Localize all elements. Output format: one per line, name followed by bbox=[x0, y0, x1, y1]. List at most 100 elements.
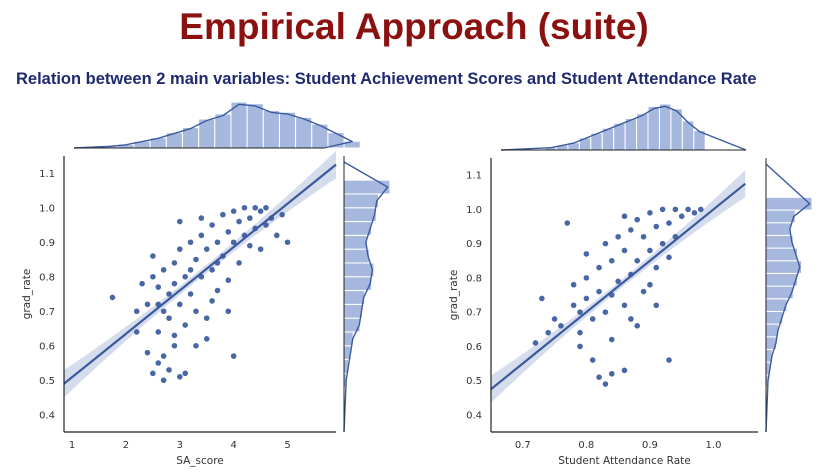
x-tick-label: 0.7 bbox=[515, 440, 531, 451]
top-hist-bar bbox=[246, 103, 264, 149]
x-tick-label: 0.9 bbox=[642, 440, 658, 451]
scatter-point bbox=[615, 278, 621, 285]
y-tick-label: 0.7 bbox=[39, 307, 55, 318]
scatter-point bbox=[109, 294, 116, 301]
scatter-point bbox=[583, 251, 590, 257]
scatter-point bbox=[602, 240, 609, 247]
scatter-point bbox=[596, 288, 602, 295]
scatter-point bbox=[214, 239, 221, 246]
scatter-point bbox=[577, 343, 583, 350]
right-hist-bar bbox=[343, 303, 363, 319]
scatter-point bbox=[647, 281, 653, 288]
slide-subtitle: Relation between 2 main variables: Stude… bbox=[16, 70, 757, 88]
x-tick-label: 1.0 bbox=[706, 440, 722, 451]
scatter-point bbox=[160, 267, 167, 273]
scatter-point bbox=[209, 222, 215, 228]
right-marginal-histogram bbox=[765, 158, 813, 433]
scatter-point bbox=[666, 357, 672, 363]
scatter-point bbox=[139, 280, 145, 287]
y-tick-label: 0.8 bbox=[466, 273, 482, 284]
scatter-point bbox=[171, 260, 178, 266]
y-tick-label: 0.8 bbox=[39, 272, 55, 283]
scatter-point bbox=[608, 336, 615, 343]
scatter-point bbox=[150, 370, 156, 377]
scatter-point bbox=[160, 353, 167, 359]
scatter-point bbox=[570, 281, 577, 288]
scatter-point bbox=[697, 206, 704, 213]
right-hist-bar bbox=[343, 248, 370, 264]
top-marginal-histogram bbox=[73, 101, 361, 149]
scatter-point bbox=[647, 210, 653, 216]
right-hist-bar bbox=[765, 222, 792, 236]
y-tick-label: 0.5 bbox=[39, 376, 55, 387]
scatter-point bbox=[225, 277, 232, 284]
regression-line bbox=[490, 182, 746, 391]
y-tick-label: 1.0 bbox=[39, 203, 55, 214]
scatter-point bbox=[691, 210, 698, 216]
right-hist-bar bbox=[343, 193, 379, 209]
scatter-point bbox=[672, 206, 679, 213]
scatter-point bbox=[558, 323, 564, 329]
scatter-point bbox=[621, 302, 628, 309]
scatter-point bbox=[621, 213, 628, 220]
scatter-point bbox=[198, 215, 205, 221]
scatter-point bbox=[647, 247, 653, 254]
scatter-point bbox=[628, 316, 634, 322]
scatter-point bbox=[198, 232, 205, 239]
scatter-point bbox=[144, 349, 151, 356]
top-marginal-histogram bbox=[500, 103, 747, 151]
scatter-point bbox=[532, 340, 539, 346]
scatter-point bbox=[615, 233, 621, 240]
top-hist-bar bbox=[624, 118, 638, 151]
x-axis-label: Student Attendance Rate bbox=[558, 455, 690, 467]
scatter-point bbox=[225, 229, 232, 235]
scatter-point bbox=[150, 273, 156, 280]
scatter-point bbox=[263, 204, 269, 211]
top-hist-bar bbox=[658, 103, 672, 151]
scatter-point bbox=[177, 301, 183, 308]
right-kde-curve bbox=[765, 163, 811, 433]
scatter-point bbox=[144, 301, 151, 308]
scatter-point bbox=[608, 257, 615, 264]
scatter-point bbox=[203, 315, 210, 321]
scatter-point bbox=[666, 254, 672, 261]
scatter-point bbox=[171, 332, 178, 339]
scatter-point bbox=[640, 288, 647, 295]
scatter-point bbox=[182, 273, 188, 280]
scatter-point bbox=[602, 381, 609, 387]
scatter-point bbox=[209, 298, 215, 304]
x-axis-label: SA_score bbox=[176, 455, 224, 467]
scatter-point bbox=[209, 267, 215, 273]
scatter-point bbox=[182, 322, 188, 328]
attendance-jointplot: 0.7 0.8 0.9 1.0 0.4 0.5 0.6 0.7 0.8 0.9 1.0 1.1 Stud… bbox=[448, 103, 813, 467]
scatter-point bbox=[257, 246, 264, 252]
y-axis-label: grad_rate bbox=[448, 270, 460, 321]
scatter-point bbox=[666, 220, 672, 226]
scatter-point bbox=[171, 342, 178, 349]
scatter-point bbox=[589, 357, 596, 363]
scatter-point bbox=[577, 309, 583, 315]
y-tick-label: 0.6 bbox=[466, 342, 482, 353]
y-tick-label: 1.1 bbox=[39, 169, 55, 180]
right-hist-bar bbox=[765, 247, 798, 262]
scatter-point bbox=[653, 302, 660, 309]
scatter-point bbox=[225, 308, 232, 315]
scatter-point bbox=[608, 370, 615, 377]
top-hist-bar bbox=[636, 113, 649, 151]
scatter-point bbox=[596, 264, 602, 271]
scatter-point bbox=[187, 239, 194, 246]
y-tick-label: 1.1 bbox=[466, 171, 482, 182]
regression-line bbox=[63, 163, 337, 385]
right-marginal-histogram bbox=[343, 156, 391, 433]
top-hist-bar bbox=[613, 122, 626, 151]
scatter-point bbox=[182, 370, 188, 377]
right-hist-bar bbox=[765, 209, 796, 224]
scatter-point bbox=[284, 239, 291, 246]
scatter-point bbox=[203, 246, 210, 252]
scatter-point bbox=[570, 302, 577, 309]
x-tick-label: 1 bbox=[69, 440, 75, 451]
scatter-point bbox=[150, 253, 156, 259]
x-tick-label: 5 bbox=[284, 440, 290, 451]
scatter-point bbox=[247, 215, 253, 221]
chart-1: 0.7 0.8 0.9 1.0 0.4 0.5 0.6 0.7 0.8 0.9 1.0 1.1 Stud… bbox=[448, 103, 813, 467]
